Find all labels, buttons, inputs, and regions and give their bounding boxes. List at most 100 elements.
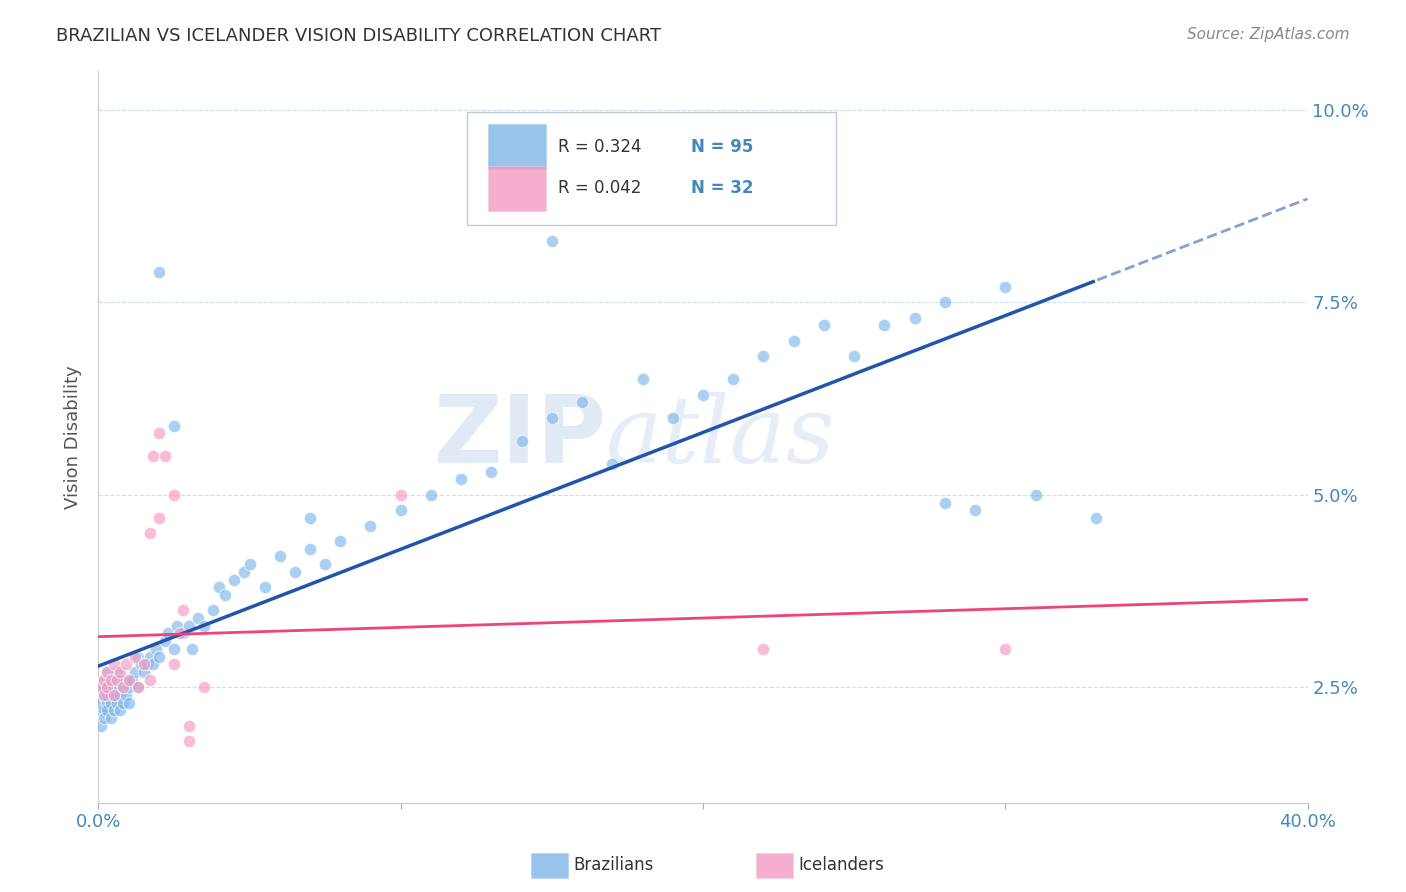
Point [163,418,186,433]
Point [169,626,191,640]
FancyBboxPatch shape [488,166,546,211]
Point [481,465,503,479]
Point [163,641,186,656]
Point [100,711,122,725]
Point [904,310,927,325]
Point [118,696,141,710]
Point [631,372,654,386]
Point [145,641,167,656]
Text: Brazilians: Brazilians [574,856,654,874]
Point [994,280,1017,294]
Point [96,665,118,679]
Point [111,696,134,710]
Point [389,503,412,517]
Point [148,264,170,278]
Point [214,588,236,602]
Text: N = 32: N = 32 [690,179,754,197]
Point [108,688,131,702]
Point [90,703,112,717]
Point [142,657,165,672]
Point [96,703,118,717]
Point [103,688,125,702]
Point [208,580,231,594]
Point [114,673,136,687]
Point [132,657,155,672]
Point [420,488,443,502]
Point [329,534,352,549]
Point [108,703,131,717]
Point [105,665,128,679]
Point [93,688,115,702]
Point [90,681,112,695]
Point [103,673,125,687]
Point [90,681,112,695]
FancyBboxPatch shape [467,112,837,225]
Point [187,611,209,625]
Point [172,626,194,640]
Point [124,649,146,664]
Text: N = 95: N = 95 [690,137,754,156]
Point [93,688,115,702]
Point [142,450,165,464]
Point [239,557,262,571]
Point [129,657,152,672]
Point [103,681,125,695]
Point [253,580,276,594]
Point [90,719,112,733]
Point [93,681,115,695]
Point [360,518,382,533]
Point [163,657,186,672]
Point [105,681,128,695]
Point [163,488,186,502]
Point [813,318,835,333]
Point [96,688,118,702]
Point [783,334,806,348]
Point [111,681,134,695]
Point [96,665,118,679]
Point [148,511,170,525]
Point [299,511,322,525]
Point [114,657,136,672]
Point [96,696,118,710]
Point [96,681,118,695]
Point [965,503,987,517]
Point [540,410,562,425]
Point [510,434,533,448]
Point [127,681,149,695]
Point [571,395,593,409]
Point [450,472,472,486]
Point [166,618,188,632]
Point [127,649,149,664]
Point [114,688,136,702]
Point [139,649,162,664]
Point [111,681,134,695]
Point [135,657,157,672]
Point [93,673,115,687]
Point [148,649,170,664]
Point [1024,488,1046,502]
Point [179,734,201,748]
Point [93,673,115,687]
Point [121,673,143,687]
Y-axis label: Vision Disability: Vision Disability [65,365,83,509]
Point [100,688,122,702]
Point [156,626,179,640]
Point [105,673,128,687]
Point [153,450,176,464]
Point [118,681,141,695]
Point [202,603,225,617]
Point [96,681,118,695]
Point [934,495,956,509]
Text: R = 0.042: R = 0.042 [558,179,641,197]
Point [844,349,866,363]
Point [723,372,745,386]
Point [602,457,624,471]
Point [193,681,215,695]
Point [389,488,412,502]
Text: BRAZILIAN VS ICELANDER VISION DISABILITY CORRELATION CHART: BRAZILIAN VS ICELANDER VISION DISABILITY… [56,27,661,45]
Point [108,673,131,687]
Point [139,673,162,687]
Point [193,618,215,632]
Point [994,641,1017,656]
Point [132,665,155,679]
